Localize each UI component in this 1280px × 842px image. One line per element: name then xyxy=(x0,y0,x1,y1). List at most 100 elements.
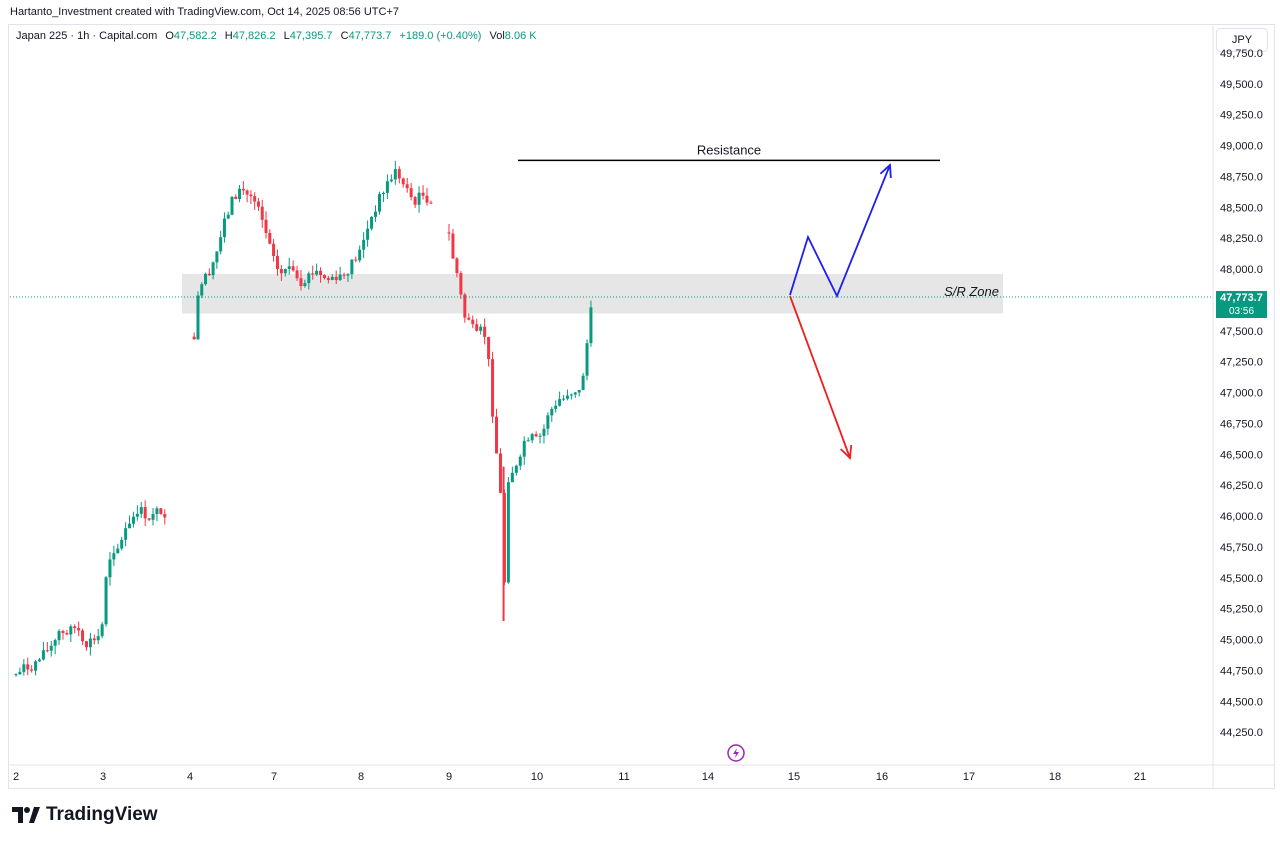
candle-body xyxy=(421,192,425,196)
candle-body xyxy=(334,276,338,281)
x-tick-label: 15 xyxy=(788,771,800,783)
candle-body xyxy=(526,440,530,442)
candle-body xyxy=(534,434,538,437)
candle-body xyxy=(112,553,116,560)
blue-arrow-head xyxy=(879,163,892,179)
symbol-name[interactable]: Japan 225 · 1h · Capital.com xyxy=(16,30,158,42)
candle-body xyxy=(120,539,124,549)
last-price-value: 47,773.7 xyxy=(1220,292,1263,304)
candle-body xyxy=(467,317,471,320)
candle-body xyxy=(425,195,429,203)
candle-body xyxy=(522,440,526,457)
y-tick-label: 47,250.0 xyxy=(1220,357,1263,369)
candle-body xyxy=(354,259,358,261)
currency-button[interactable]: JPY xyxy=(1216,28,1268,52)
candle-body xyxy=(479,326,483,331)
candle-body xyxy=(49,645,53,651)
candle-body xyxy=(506,482,510,583)
y-tick-label: 48,750.0 xyxy=(1220,171,1263,183)
tradingview-logo[interactable]: TradingView xyxy=(12,804,158,826)
candle-body xyxy=(253,196,257,202)
candle-body xyxy=(381,192,385,195)
candle-body xyxy=(475,324,479,331)
candle-body xyxy=(96,636,100,641)
y-tick-label: 45,500.0 xyxy=(1220,573,1263,585)
candle-body xyxy=(447,232,451,234)
candle-body xyxy=(241,188,245,191)
y-tick-label: 44,500.0 xyxy=(1220,696,1263,708)
candle-body xyxy=(69,626,73,635)
candle-body xyxy=(413,197,417,205)
y-tick-label: 49,000.0 xyxy=(1220,141,1263,153)
candle-body xyxy=(53,640,57,646)
candle-body xyxy=(234,196,238,200)
candle-body xyxy=(374,211,378,217)
candle-body xyxy=(283,269,287,274)
x-tick-label: 7 xyxy=(271,771,277,783)
x-tick-label: 3 xyxy=(100,771,106,783)
candle-body xyxy=(268,232,272,244)
candle-body xyxy=(159,508,163,515)
candle-body xyxy=(326,278,330,280)
candle-body xyxy=(409,188,413,198)
candle-body xyxy=(405,184,409,189)
candle-body xyxy=(192,336,196,340)
candle-body xyxy=(291,266,295,271)
x-tick-label: 11 xyxy=(618,771,629,783)
candle-body xyxy=(350,259,354,275)
candle-body xyxy=(569,394,573,396)
candle-body xyxy=(471,319,475,325)
x-tick-label: 16 xyxy=(876,771,888,783)
candle-body xyxy=(362,239,366,250)
high-value: 47,826.2 xyxy=(232,30,276,42)
low-value: 47,395.7 xyxy=(289,30,333,42)
candle-body xyxy=(124,528,128,540)
candle-body xyxy=(163,514,167,518)
candle-body xyxy=(510,472,514,483)
chart-credit: Hartanto_Investment created with Trading… xyxy=(10,6,399,18)
candle-body xyxy=(550,408,554,416)
y-tick-label: 48,250.0 xyxy=(1220,233,1263,245)
candle-body xyxy=(295,270,299,279)
candle-body xyxy=(330,276,334,280)
last-price-label: 47,773.7 03:56 xyxy=(1216,291,1267,318)
candle-body xyxy=(26,664,30,670)
candle-body xyxy=(204,273,208,285)
candle-body xyxy=(207,273,211,276)
candle-body xyxy=(530,434,534,441)
candle-body xyxy=(370,216,374,229)
candle-body xyxy=(346,274,350,276)
candle-body xyxy=(389,179,393,182)
y-tick-label: 48,500.0 xyxy=(1220,202,1263,214)
candle-body xyxy=(222,218,226,238)
candle-body xyxy=(546,415,550,429)
candle-body xyxy=(287,266,291,270)
candle-body xyxy=(14,674,18,676)
candle-body xyxy=(61,631,65,633)
candle-body xyxy=(18,671,22,675)
candle-body xyxy=(256,201,260,207)
candle-body xyxy=(366,228,370,240)
candle-body xyxy=(264,219,268,233)
candle-body xyxy=(211,262,215,276)
close-label: C xyxy=(340,30,349,42)
candle-body xyxy=(303,283,307,287)
sr-zone-label: S/R Zone xyxy=(944,284,999,299)
alert-icon[interactable] xyxy=(727,744,745,762)
alert-bolt-icon xyxy=(733,748,739,758)
candle-body xyxy=(577,390,581,393)
open-label: O xyxy=(165,30,174,42)
high-label: H xyxy=(224,30,233,42)
candle-body xyxy=(463,294,467,318)
candle-body xyxy=(542,428,546,436)
y-tick-label: 46,750.0 xyxy=(1220,418,1263,430)
candle-body xyxy=(196,295,200,340)
candle-body xyxy=(272,243,276,257)
candle-body xyxy=(100,624,104,637)
candle-body xyxy=(498,453,502,493)
candle-body xyxy=(230,196,234,215)
candle-body xyxy=(279,268,283,274)
candle-body xyxy=(92,638,96,641)
bar-countdown: 03:56 xyxy=(1228,306,1255,317)
